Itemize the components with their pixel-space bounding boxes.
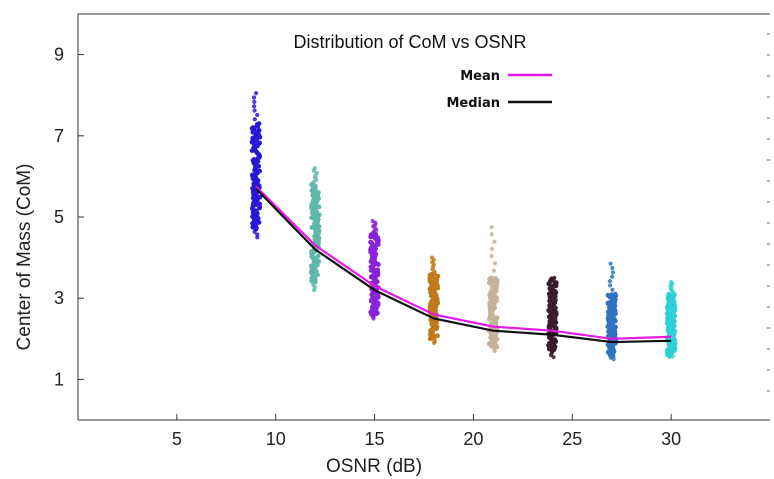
y-axis-title: Center of Mass (CoM) — [14, 164, 35, 351]
scatter-point — [257, 168, 262, 174]
scatter-point — [492, 261, 497, 266]
scatter-point — [489, 321, 494, 326]
scatter-point — [489, 232, 494, 237]
scatter-point — [257, 201, 262, 207]
scatter-point — [611, 354, 616, 359]
scatter-point — [610, 287, 615, 292]
x-tick-label: 25 — [562, 429, 582, 449]
scatter-point — [492, 346, 497, 351]
scatter-point — [315, 193, 321, 199]
scatter-point — [610, 270, 616, 275]
scatter-point — [250, 125, 256, 130]
scatter-point — [608, 283, 613, 288]
scatter-point — [311, 180, 316, 185]
scatter-group — [546, 275, 559, 360]
scatter-point — [489, 225, 494, 230]
scatter-point — [315, 253, 321, 259]
legend-label-mean: Mean — [460, 69, 500, 84]
scatter-point — [669, 279, 674, 285]
scatter-point — [607, 278, 612, 284]
scatter-point — [494, 315, 500, 321]
scatter-point — [489, 275, 494, 281]
x-tick-label: 5 — [172, 429, 182, 449]
scatter-point — [311, 282, 316, 287]
scatter-point — [257, 194, 263, 200]
scatter-point — [371, 313, 376, 318]
scatter-point — [608, 261, 613, 266]
scatter-point — [612, 291, 618, 297]
scatter-point — [256, 121, 262, 127]
scatter-point — [667, 353, 673, 358]
scatter-point — [605, 292, 611, 298]
scatter-point — [257, 140, 262, 146]
scatter-point — [309, 225, 315, 230]
x-tick-label: 30 — [661, 429, 681, 449]
y-tick-label: 1 — [54, 369, 64, 389]
chart-title: Distribution of CoM vs OSNR — [293, 32, 526, 52]
scatter-point — [435, 273, 441, 279]
x-tick-label: 20 — [463, 429, 483, 449]
scatter-point — [493, 276, 498, 281]
scatter-point — [253, 91, 259, 96]
scatter-point — [429, 255, 435, 260]
scatter-point — [435, 333, 440, 339]
x-tick-label: 15 — [365, 429, 385, 449]
scatter-point — [252, 99, 257, 104]
scatter-point — [610, 265, 615, 271]
series-line-mean — [255, 185, 672, 340]
scatter-group — [368, 218, 381, 321]
scatter-point — [251, 157, 257, 162]
scatter-point — [666, 291, 672, 297]
scatter-point — [489, 246, 495, 251]
scatter-group — [308, 166, 322, 293]
scatter-point — [314, 170, 319, 176]
y-tick-label: 7 — [54, 126, 64, 146]
scatter-group — [249, 91, 263, 240]
x-axis-title: OSNR (dB) — [326, 456, 422, 477]
y-tick-label: 5 — [54, 207, 64, 227]
scatter-point — [308, 263, 314, 269]
scatter-point — [256, 127, 262, 133]
scatter-point — [251, 95, 257, 100]
scatter-group — [427, 255, 441, 345]
scatter-point — [252, 108, 257, 113]
scatter-point — [255, 232, 260, 237]
scatter-point — [251, 104, 257, 109]
scatter-point — [252, 229, 257, 234]
scatter-point — [610, 274, 615, 279]
scatter-point — [489, 254, 494, 259]
scatter-point — [492, 239, 497, 244]
scatter-group — [664, 279, 678, 360]
scatter-point — [432, 338, 437, 343]
scatter-group — [605, 261, 619, 362]
scatter-point — [370, 218, 375, 224]
scatter-point — [312, 166, 317, 171]
legend-label-median: Median — [446, 96, 500, 111]
scatter-group — [486, 225, 500, 354]
scatter-point — [369, 291, 375, 297]
scatter-point — [491, 268, 496, 273]
scatter-point — [375, 267, 381, 273]
y-tick-label: 9 — [54, 45, 64, 65]
scatter-point — [552, 275, 557, 280]
scatter-point — [255, 112, 260, 118]
series-line-median — [255, 187, 672, 344]
scatter-point — [368, 239, 373, 245]
x-tick-label: 10 — [266, 429, 286, 449]
y-tick-label: 3 — [54, 288, 64, 308]
scatter-point — [375, 294, 381, 300]
scatter-point — [549, 350, 554, 356]
scatter-point — [609, 292, 614, 298]
scatter-point — [252, 117, 257, 122]
